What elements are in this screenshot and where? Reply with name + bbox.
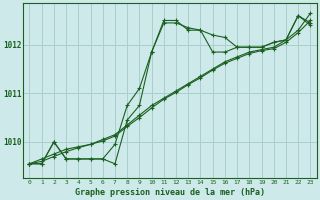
X-axis label: Graphe pression niveau de la mer (hPa): Graphe pression niveau de la mer (hPa) xyxy=(75,188,265,197)
